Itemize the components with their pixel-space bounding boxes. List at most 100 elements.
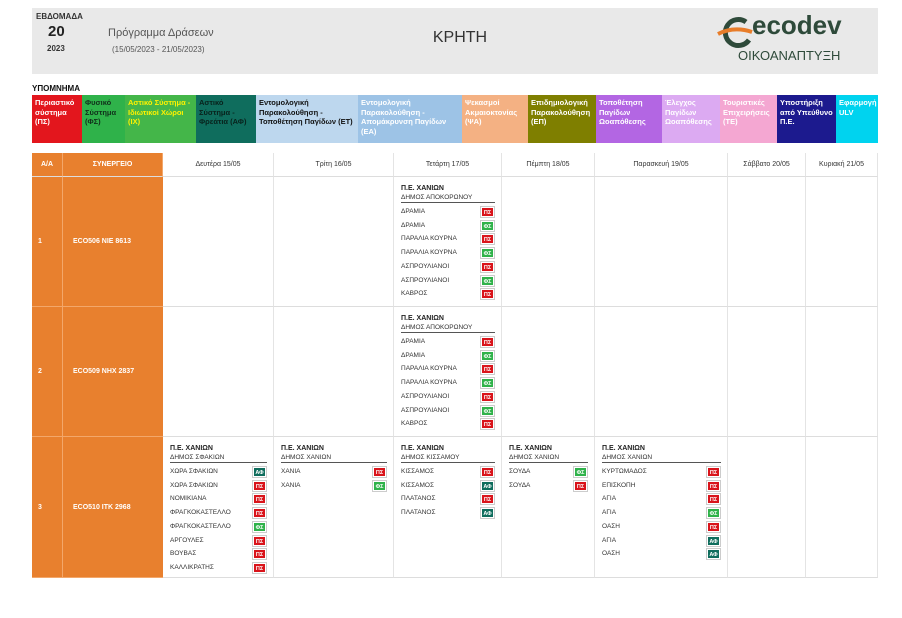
day-cell [502,437,595,578]
place: ΠΑΡΑΛΙΑ ΚΟΥΡΝΑ [401,365,457,373]
place: ΠΑΡΑΛΙΑ ΚΟΥΡΝΑ [401,235,457,243]
municipality: ΔΗΜΟΣ ΧΑΝΙΩΝ [509,454,588,463]
day-cell [728,437,806,578]
team: ECO510 ΙΤΚ 2968 [63,437,163,578]
badge: ΑΦ [706,548,721,561]
day-cell [394,307,502,437]
column-header: Παρασκευή 19/05 [595,153,728,177]
municipality: ΔΗΜΟΣ ΚΙΣΣΑΜΟΥ [401,454,495,463]
day-cell [728,177,806,307]
place: ΑΣΠΡΟΥΛΙΑΝΟΙ [401,406,450,414]
row-index: 3 [32,437,63,578]
place: ΑΡΓΟΥΛΕΣ [170,536,204,544]
legend-item: Υποστήριξη από Υπεύθυνο Π.Ε. [777,95,836,143]
day-cell [595,307,728,437]
municipality: ΔΗΜΟΣ ΣΦΑΚΙΩΝ [170,454,267,463]
day-cell [502,307,595,437]
unit: Π.Ε. ΧΑΝΙΩΝ [602,445,645,452]
badge: ΑΦ [706,534,721,547]
badge: ΑΦ [252,466,267,478]
day-cell [394,177,502,307]
column-header: Σάββατο 20/05 [728,153,806,177]
region: ΚΡΗΤΗ [432,29,488,46]
place: ΚΑΒΡΟΣ [401,290,428,298]
place: ΔΡΑΜΙΑ [401,221,426,229]
place: ΧΑΝΙΑ [281,481,301,489]
place: ΧΑΝΙΑ [281,468,301,475]
legend-item: Επιδημιολογική Παρακολούθηση (ΕΠ) [528,95,596,143]
date-range: (15/05/2023 - 21/05/2023) [112,45,205,54]
badge: ΠΣ [706,479,721,492]
day-cell [595,177,728,307]
place: ΕΠΙΣΚΟΠΗ [602,481,636,489]
badge: ΠΣ [480,206,495,218]
legend-item: Τοποθέτηση Παγίδων Ωοαπόθεσης [596,95,662,143]
place: ΝΟΜΙΚΙΑΝΑ [170,495,207,503]
badge: ΑΦ [480,479,495,492]
place: ΒΟΥΒΑΣ [170,550,197,558]
day-cell [163,177,274,307]
team: ECO509 ΝΗΧ 2837 [63,307,163,437]
day-cell [595,437,728,578]
badge: ΦΣ [480,274,495,287]
badge: ΠΣ [480,418,495,431]
municipality: ΔΗΜΟΣ ΑΠΟΚΟΡΩΝΟΥ [401,194,495,203]
row-index: 2 [32,307,63,437]
badge: ΠΣ [573,479,588,492]
day-cell [274,437,394,578]
legend-item: Τουριστικές Επιχειρήσεις (ΤΕ) [720,95,777,143]
badge: ΦΣ [480,349,495,362]
place: ΧΩΡΑ ΣΦΑΚΙΩΝ [170,468,218,475]
day-cell [274,177,394,307]
place: ΑΓΙΑ [602,495,617,503]
badge: ΠΣ [706,466,721,478]
legend-item: Φυσικό Σύστημα (ΦΣ) [82,95,125,143]
place: ΠΛΑΤΑΝΟΣ [401,495,436,503]
legend-item: Αστικό Σύστημα - Ιδιωτικοί Χώροι (ΙΧ) [125,95,196,143]
place: ΚΥΡΤΩΜΑΔΟΣ [602,468,647,475]
day-cell [274,307,394,437]
badge: ΠΣ [480,260,495,273]
badge: ΠΣ [480,288,495,301]
day-cell [394,437,502,578]
badge: ΠΣ [372,466,387,478]
place: ΚΑΒΡΟΣ [401,420,428,428]
day-cell [728,307,806,437]
place: ΠΑΡΑΛΙΑ ΚΟΥΡΝΑ [401,379,457,387]
place: ΑΓΙΑ [602,536,617,544]
badge: ΠΣ [480,493,495,506]
legend-item: Ψεκασμοί Ακμαιοκτονίας (ΨΑ) [462,95,528,143]
column-header: Δευτέρα 15/05 [163,153,274,177]
badge: ΠΣ [252,561,267,574]
badge: ΠΣ [480,466,495,478]
legend-item: Εντομολογική Παρακολούθηση - Τοποθέτηση … [256,95,358,143]
day-cell [806,177,878,307]
place: ΦΡΑΓΚΟΚΑΣΤΕΛΛΟ [170,522,231,530]
municipality: ΔΗΜΟΣ ΧΑΝΙΩΝ [281,454,387,463]
legend-title: ΥΠΟΜΝΗΜΑ [32,84,80,93]
badge: ΠΣ [480,363,495,376]
badge: ΦΣ [480,219,495,232]
unit: Π.Ε. ΧΑΝΙΩΝ [509,445,552,452]
day-cell [163,437,274,578]
column-header: Κυριακή 21/05 [806,153,878,177]
place: ΔΡΑΜΙΑ [401,338,426,345]
badge: ΠΣ [480,233,495,246]
place: ΠΑΡΑΛΙΑ ΚΟΥΡΝΑ [401,249,457,257]
municipality: ΔΗΜΟΣ ΧΑΝΙΩΝ [602,454,721,463]
badge: ΠΣ [706,493,721,506]
badge: ΦΣ [480,404,495,417]
logo-name: ecodev [752,10,842,40]
place: ΑΓΙΑ [602,509,617,517]
column-header: Πέμπτη 18/05 [502,153,595,177]
place: ΚΙΣΣΑΜΟΣ [401,468,435,475]
place: ΔΡΑΜΙΑ [401,351,426,359]
program-title: Πρόγραμμα Δράσεων [108,27,214,39]
badge: ΦΣ [706,507,721,520]
badge: ΠΣ [252,479,267,492]
badge: ΦΣ [372,479,387,492]
place: ΣΟΥΔΑ [509,468,531,475]
municipality: ΔΗΜΟΣ ΑΠΟΚΟΡΩΝΟΥ [401,324,495,333]
badge: ΦΣ [573,466,588,478]
logo-icon [717,17,753,48]
